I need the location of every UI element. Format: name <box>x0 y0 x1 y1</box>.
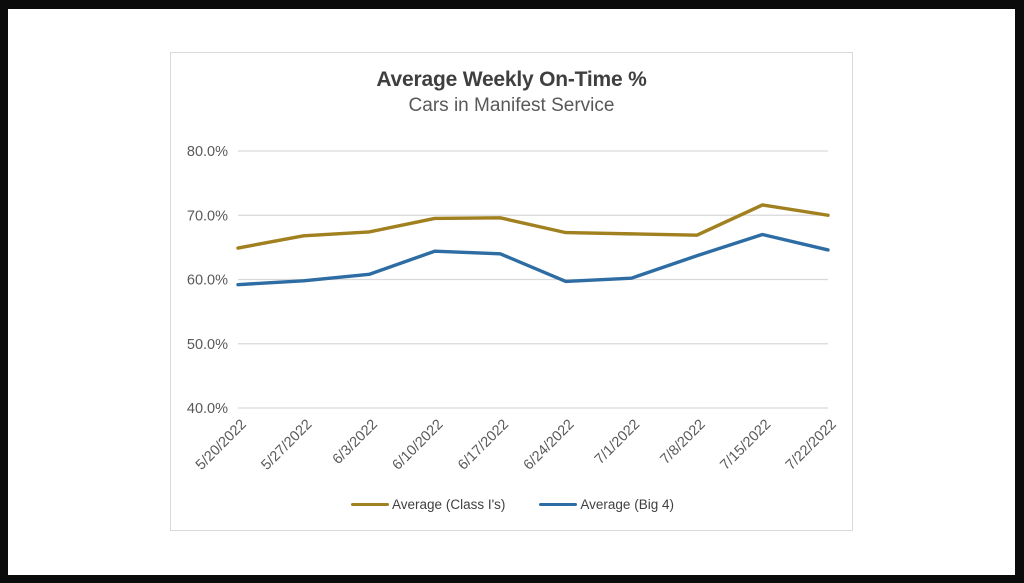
y-axis-tick-label: 50.0% <box>187 337 228 353</box>
x-axis-tick-label: 5/27/2022 <box>258 417 315 474</box>
x-axis-tick-label: 7/8/2022 <box>657 417 708 468</box>
x-axis-tick-label: 5/20/2022 <box>193 417 250 474</box>
series-line-1 <box>236 232 830 287</box>
plot-area: 80.0% 70.0% 60.0% 50.0% 40.0%5/20/2022 5/27/2… <box>187 144 840 474</box>
y-axis-tick-label: 40.0% <box>187 401 228 417</box>
x-axis-tick-label: 7/15/2022 <box>717 417 774 474</box>
x-axis-tick-label: 6/17/2022 <box>455 417 512 474</box>
legend: Average (Class I's) Average (Big 4) <box>171 497 854 512</box>
y-axis-tick-label: 70.0% <box>187 208 228 224</box>
x-axis-tick-label: 6/24/2022 <box>521 417 578 474</box>
legend-item: Average (Big 4) <box>539 497 674 512</box>
x-axis-tick-label: 6/3/2022 <box>330 417 381 468</box>
legend-item: Average (Class I's) <box>351 497 505 512</box>
legend-label: Average (Big 4) <box>580 497 674 512</box>
chart-title: Average Weekly On-Time % <box>376 68 647 91</box>
page-background: Average Weekly On-Time % Cars in Manifes… <box>8 9 1015 575</box>
x-axis-tick-label: 6/10/2022 <box>390 417 447 474</box>
y-axis-tick-label: 60.0% <box>187 273 228 289</box>
chart-container: Average Weekly On-Time % Cars in Manifes… <box>170 52 853 531</box>
legend-line-swatch <box>351 502 390 507</box>
chart-subtitle: Cars in Manifest Service <box>408 95 615 116</box>
x-axis-tick-label: 7/1/2022 <box>592 417 643 468</box>
x-axis-tick-label: 7/22/2022 <box>783 417 840 474</box>
legend-line-swatch <box>539 502 578 507</box>
series-line-0 <box>236 203 830 250</box>
y-axis-tick-label: 80.0% <box>187 144 228 160</box>
legend-label: Average (Class I's) <box>392 497 506 512</box>
